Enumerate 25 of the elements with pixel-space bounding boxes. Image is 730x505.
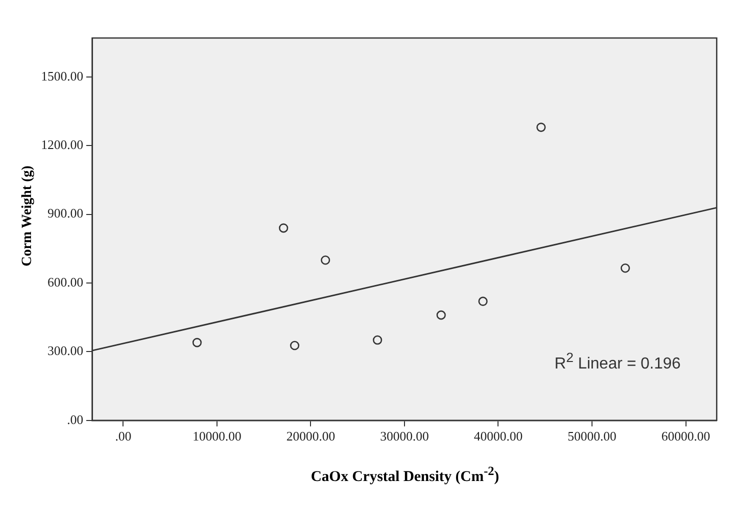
x-tick-label: .00 — [115, 428, 132, 444]
x-tick-label: 60000.00 — [661, 428, 710, 444]
x-tick-label: 10000.00 — [192, 428, 242, 444]
x-tick-label: 20000.00 — [286, 428, 336, 444]
point — [478, 296, 488, 306]
x-tick-label: 50000.00 — [568, 428, 616, 444]
y-tick-label: 1200.00 — [41, 137, 84, 152]
y-tick-label: 1500.00 — [41, 68, 84, 84]
point — [372, 335, 382, 345]
y-tick-label: .00 — [67, 412, 84, 427]
point — [192, 338, 202, 348]
point — [536, 122, 546, 132]
point — [278, 223, 288, 233]
point — [436, 310, 446, 320]
annotation: R$^{2}$ Linear = 0.196 — [554, 350, 681, 374]
y-tick-label: 600.00 — [48, 274, 84, 290]
y-axis-title: Corm Weight (g) — [20, 164, 36, 268]
point — [290, 340, 300, 350]
point — [620, 263, 630, 273]
point — [320, 255, 330, 265]
x-axis-title: CaOx Crystal Density (Cm$^{-2}$) — [310, 464, 500, 486]
x-tick-label: 40000.00 — [474, 428, 523, 444]
y-tick-label: 300.00 — [48, 343, 84, 358]
x-tick-label: 30000.00 — [380, 428, 429, 444]
y-tick-label: 900.00 — [48, 206, 84, 221]
